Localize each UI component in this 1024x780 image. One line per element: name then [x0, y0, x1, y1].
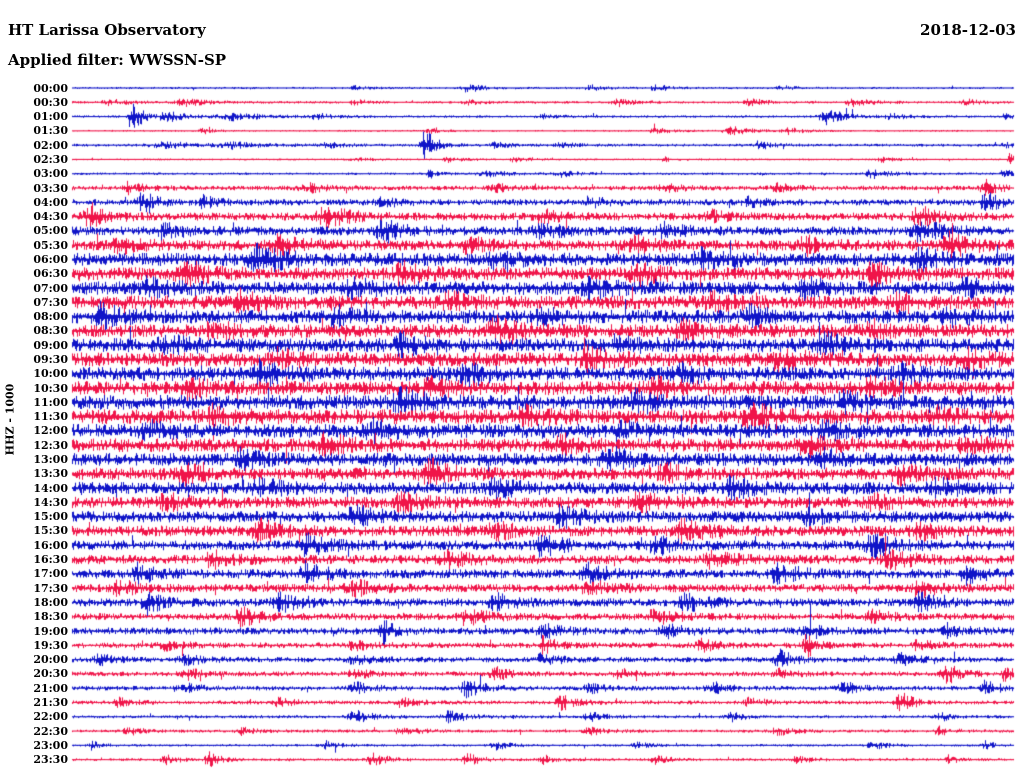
time-label: 06:00: [33, 252, 68, 266]
time-label: 12:30: [33, 438, 68, 452]
time-label: 01:00: [33, 110, 68, 124]
time-label: 16:30: [33, 553, 68, 567]
time-label: 09:00: [33, 338, 68, 352]
time-label: 23:00: [33, 738, 68, 752]
time-label: 13:30: [33, 467, 68, 481]
time-label: 11:00: [33, 395, 68, 409]
time-label: 15:30: [33, 524, 68, 538]
time-label: 16:00: [33, 538, 68, 552]
time-label: 06:30: [33, 267, 68, 281]
date-label: 2018-12-03: [920, 21, 1016, 39]
time-label: 14:30: [33, 495, 68, 509]
time-label: 13:00: [33, 453, 68, 467]
time-label: 00:00: [33, 81, 68, 95]
time-label: 01:30: [33, 124, 68, 138]
time-label: 22:30: [33, 724, 68, 738]
time-label: 07:30: [33, 295, 68, 309]
time-label: 20:00: [33, 653, 68, 667]
time-label: 09:30: [33, 353, 68, 366]
time-label: 08:00: [33, 310, 68, 324]
time-label: 23:30: [33, 753, 68, 767]
time-label: 02:00: [33, 138, 68, 152]
time-label: 18:00: [33, 595, 68, 609]
time-label: 05:30: [33, 238, 68, 252]
time-label: 18:30: [33, 610, 68, 624]
time-label: 07:00: [33, 281, 68, 295]
time-label: 19:30: [33, 638, 68, 652]
time-label: 14:00: [33, 481, 68, 495]
time-label: 21:00: [33, 681, 68, 695]
time-label: 02:30: [33, 152, 68, 166]
time-label: 17:30: [33, 581, 68, 595]
channel-axis-label: HHZ - 1000: [3, 383, 17, 456]
time-label: 22:00: [33, 710, 68, 724]
time-label: 21:30: [33, 695, 68, 709]
time-label: 17:00: [33, 567, 68, 581]
time-label: 05:00: [33, 224, 68, 238]
time-label: 04:30: [33, 210, 68, 224]
observatory-title: HT Larissa Observatory: [8, 21, 206, 39]
time-label: 10:00: [33, 367, 68, 381]
time-label: 11:30: [33, 410, 68, 424]
time-label: 19:00: [33, 624, 68, 638]
time-label: 03:00: [33, 167, 68, 181]
time-label: 15:00: [33, 510, 68, 524]
time-label: 10:30: [33, 381, 68, 395]
time-label: 08:30: [33, 324, 68, 338]
time-label: 00:30: [33, 95, 68, 109]
time-label: 20:30: [33, 667, 68, 681]
applied-filter-label: Applied filter: WWSSN-SP: [8, 51, 227, 69]
time-label: 03:30: [33, 181, 68, 195]
time-label: 04:00: [33, 195, 68, 209]
time-label: 12:00: [33, 424, 68, 438]
